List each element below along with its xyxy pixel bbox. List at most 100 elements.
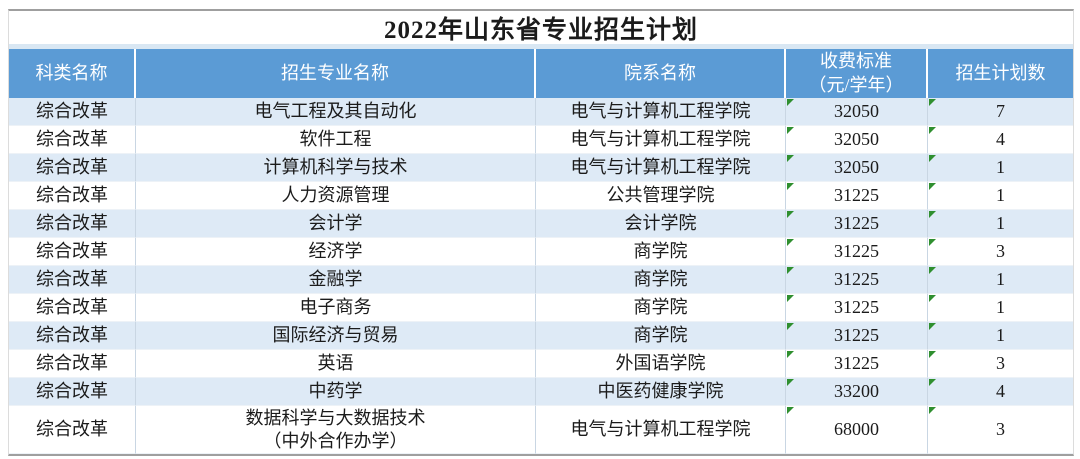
cell-major: 数据科学与大数据技术 （中外合作办学） [136, 406, 536, 454]
fee-value: 68000 [834, 419, 879, 440]
cell-category: 综合改革 [9, 126, 136, 154]
cell-major: 人力资源管理 [136, 182, 536, 210]
cell-fee: 31225 [786, 210, 928, 238]
fee-value: 31225 [834, 213, 879, 234]
cell-major: 计算机科学与技术 [136, 154, 536, 182]
cell-fee: 68000 [786, 406, 928, 454]
green-triangle-icon [929, 323, 936, 330]
cell-count: 7 [928, 98, 1073, 126]
cell-count: 4 [928, 378, 1073, 406]
cell-department: 电气与计算机工程学院 [536, 98, 786, 126]
cell-department: 外国语学院 [536, 350, 786, 378]
cell-fee: 31225 [786, 238, 928, 266]
count-value: 3 [996, 241, 1005, 262]
green-triangle-icon [787, 295, 794, 302]
cell-department: 电气与计算机工程学院 [536, 406, 786, 454]
table-row: 综合改革 国际经济与贸易 商学院 31225 1 [9, 322, 1073, 350]
table-row: 综合改革 电子商务 商学院 31225 1 [9, 294, 1073, 322]
fee-value: 31225 [834, 297, 879, 318]
enrollment-plan-table: 2022年山东省专业招生计划 科类名称 招生专业名称 院系名称 收费标准 （元/… [8, 9, 1074, 456]
cell-fee: 32050 [786, 154, 928, 182]
green-triangle-icon [929, 239, 936, 246]
green-triangle-icon [787, 155, 794, 162]
green-triangle-icon [787, 379, 794, 386]
count-value: 3 [996, 419, 1005, 440]
cell-count: 1 [928, 322, 1073, 350]
green-triangle-icon [929, 295, 936, 302]
cell-fee: 32050 [786, 98, 928, 126]
green-triangle-icon [787, 267, 794, 274]
cell-major: 国际经济与贸易 [136, 322, 536, 350]
fee-value: 32050 [834, 129, 879, 150]
green-triangle-icon [787, 351, 794, 358]
green-triangle-icon [929, 127, 936, 134]
green-triangle-icon [929, 183, 936, 190]
cell-count: 1 [928, 154, 1073, 182]
table-row: 综合改革 数据科学与大数据技术 （中外合作办学） 电气与计算机工程学院 6800… [9, 406, 1073, 454]
cell-category: 综合改革 [9, 238, 136, 266]
green-triangle-icon [929, 155, 936, 162]
cell-category: 综合改革 [9, 322, 136, 350]
header-count: 招生计划数 [955, 62, 1046, 83]
table-row: 综合改革 软件工程 电气与计算机工程学院 32050 4 [9, 126, 1073, 154]
table-row: 综合改革 人力资源管理 公共管理学院 31225 1 [9, 182, 1073, 210]
cell-fee: 31225 [786, 182, 928, 210]
cell-category: 综合改革 [9, 98, 136, 126]
cell-fee: 31225 [786, 322, 928, 350]
cell-category: 综合改革 [9, 378, 136, 406]
table-row: 综合改革 经济学 商学院 31225 3 [9, 238, 1073, 266]
cell-fee: 31225 [786, 350, 928, 378]
green-triangle-icon [787, 239, 794, 246]
cell-department: 中医药健康学院 [536, 378, 786, 406]
cell-count: 1 [928, 266, 1073, 294]
cell-category: 综合改革 [9, 406, 136, 454]
fee-value: 33200 [834, 381, 879, 402]
page-title: 2022年山东省专业招生计划 [9, 11, 1073, 44]
fee-value: 31225 [834, 269, 879, 290]
green-triangle-icon [787, 407, 794, 414]
cell-category: 综合改革 [9, 350, 136, 378]
cell-department: 商学院 [536, 322, 786, 350]
cell-major: 电子商务 [136, 294, 536, 322]
cell-fee: 32050 [786, 126, 928, 154]
cell-major: 英语 [136, 350, 536, 378]
cell-fee: 31225 [786, 294, 928, 322]
count-value: 1 [996, 325, 1005, 346]
table-row: 综合改革 电气工程及其自动化 电气与计算机工程学院 32050 7 [9, 98, 1073, 126]
fee-value: 31225 [834, 353, 879, 374]
cell-count: 3 [928, 406, 1073, 454]
table-row: 综合改革 会计学 会计学院 31225 1 [9, 210, 1073, 238]
count-value: 1 [996, 297, 1005, 318]
fee-value: 32050 [834, 157, 879, 178]
green-triangle-icon [787, 323, 794, 330]
green-triangle-icon [929, 379, 936, 386]
fee-value: 31225 [834, 241, 879, 262]
count-value: 1 [996, 269, 1005, 290]
green-triangle-icon [929, 407, 936, 414]
green-triangle-icon [929, 211, 936, 218]
cell-department: 会计学院 [536, 210, 786, 238]
cell-count: 3 [928, 238, 1073, 266]
cell-category: 综合改革 [9, 294, 136, 322]
cell-department: 公共管理学院 [536, 182, 786, 210]
count-value: 1 [996, 185, 1005, 206]
count-value: 3 [996, 353, 1005, 374]
cell-fee: 33200 [786, 378, 928, 406]
cell-count: 4 [928, 126, 1073, 154]
fee-value: 31225 [834, 185, 879, 206]
cell-department: 商学院 [536, 294, 786, 322]
count-value: 4 [996, 129, 1005, 150]
cell-count: 3 [928, 350, 1073, 378]
count-value: 4 [996, 381, 1005, 402]
fee-value: 31225 [834, 325, 879, 346]
cell-major: 会计学 [136, 210, 536, 238]
title-header-divider [9, 44, 1073, 49]
cell-count: 1 [928, 182, 1073, 210]
cell-major: 金融学 [136, 266, 536, 294]
cell-category: 综合改革 [9, 154, 136, 182]
green-triangle-icon [929, 351, 936, 358]
table-row: 综合改革 英语 外国语学院 31225 3 [9, 350, 1073, 378]
header-category: 科类名称 [9, 49, 136, 98]
green-triangle-icon [787, 99, 794, 106]
